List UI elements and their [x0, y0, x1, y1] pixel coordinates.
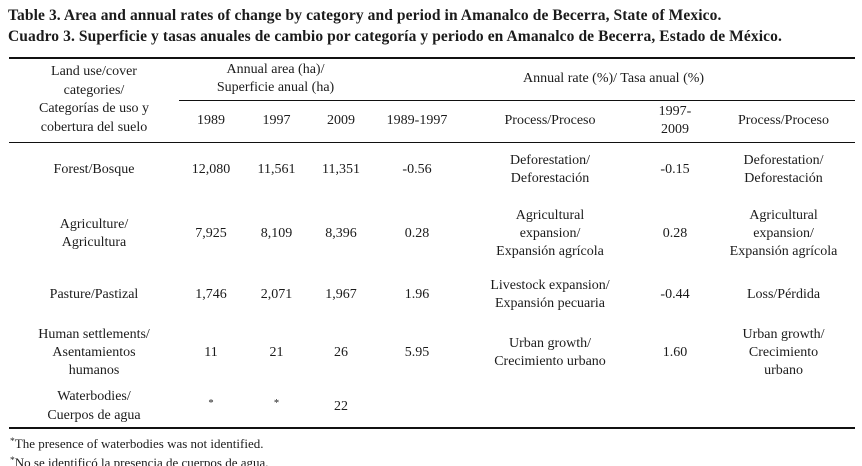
cell-process-1: Deforestation/ Deforestación [509, 153, 591, 187]
cell-area-1989: 11 [204, 345, 218, 361]
cell-process-2 [712, 386, 855, 428]
cell-category: Waterbodies/ Cuerpos de agua [47, 389, 141, 423]
footnote-asterisk: * [208, 397, 214, 409]
caption-english: Table 3. Area and annual rates of change… [8, 7, 722, 24]
cell-process-2: Loss/Pérdida [746, 287, 821, 303]
cell-area-2009: 26 [334, 345, 348, 361]
cell-rate-1997-2009: 0.28 [662, 226, 688, 242]
cell-category: Forest/Bosque [53, 162, 135, 178]
cell-process-2: Agricultural expansion/ Expansión agríco… [729, 207, 838, 260]
footnote-asterisk: * [273, 397, 280, 409]
cell-process-1: Urban growth/ Crecimiento urbano [494, 335, 606, 370]
cell-process-2: Deforestation/ Deforestación [743, 153, 824, 187]
footnote-asterisk: * [10, 455, 15, 466]
footnote-text: No se identificó la presencia de cuerpos… [14, 454, 269, 466]
cell-area-1997: 21 [269, 345, 284, 361]
cell-rate-1989-1997 [372, 386, 462, 428]
header-period-1997-2009: 1997- 2009 [638, 100, 713, 143]
footnote-text: The presence of waterbodies was not iden… [14, 436, 264, 452]
cell-rate-1989-1997: 0.28 [404, 226, 430, 242]
footnote-asterisk: * [10, 437, 15, 448]
header-sub-row: 1989 1997 2009 1989-1997 Process/Proceso… [9, 100, 856, 143]
cell-rate-1989-1997: 1.96 [404, 287, 430, 303]
cell-rate-1997-2009: 1.60 [662, 345, 688, 361]
cell-category: Pasture/Pastizal [49, 287, 139, 303]
table-row-agriculture: Agriculture/ Agricultura 7,925 8,109 8,3… [9, 198, 855, 270]
cell-process-1: Livestock expansion/ Expansión pecuaria [490, 277, 610, 312]
cell-area-1997: 2,071 [260, 287, 293, 303]
cell-process-1: Agricultural expansion/ Expansión agríco… [496, 207, 604, 260]
cell-area-2009: 1,967 [325, 287, 357, 303]
cell-rate-1989-1997: 5.95 [404, 345, 430, 361]
table-row-waterbodies: Waterbodies/ Cuerpos de agua * * 22 [9, 386, 855, 428]
header-process-2: Process/Proceso [712, 100, 856, 143]
caption-spanish: Cuadro 3. Superficie y tasas anuales de … [8, 28, 782, 46]
header-period-1989-1997: 1989-1997 [372, 100, 463, 143]
cell-category: Agriculture/ Agricultura [59, 216, 129, 251]
table-row-human-settlements: Human settlements/ Asentamientos humanos… [9, 320, 855, 386]
cell-rate-1989-1997: -0.56 [402, 162, 432, 178]
cell-area-1997: 11,561 [257, 162, 296, 178]
footnote-english: *The presence of waterbodies was not ide… [10, 435, 862, 453]
cell-area-1989: 7,925 [195, 226, 227, 242]
cell-area-2009: 22 [334, 398, 348, 414]
cell-area-1989: * [179, 386, 243, 428]
cell-area-1989: 12,080 [191, 162, 231, 178]
cell-rate-1997-2009 [638, 386, 712, 428]
cell-rate-1997-2009: -0.44 [660, 287, 690, 303]
header-process-1: Process/Proceso [462, 100, 639, 143]
cell-process-2: Urban growth/ Crecimiento urbano [742, 326, 825, 379]
footnotes: *The presence of waterbodies was not ide… [10, 435, 862, 466]
cell-area-2009: 8,396 [325, 226, 357, 242]
table-row-pasture: Pasture/Pastizal 1,746 2,071 1,967 1.96 … [9, 270, 855, 320]
cell-area-1997: 8,109 [260, 226, 293, 242]
land-use-change-table: Land use/cover categories/ Categorías de… [9, 56, 856, 430]
header-year-1997: 1997 [243, 100, 310, 143]
table-row-forest: Forest/Bosque 12,080 11,561 11,351 -0.56… [9, 142, 855, 198]
header-land-use-categories: Land use/cover categories/ Categorías de… [9, 57, 179, 143]
cell-area-1989: 1,746 [195, 287, 227, 303]
cell-process-1 [462, 386, 638, 428]
header-annual-area-group: Annual area (ha)/ Superficie anual (ha) [179, 57, 373, 101]
header-year-2009: 2009 [310, 100, 373, 143]
cell-area-1997: * [243, 386, 310, 428]
table-caption: Table 3. Area and annual rates of change… [8, 5, 862, 48]
footnote-spanish: *No se identificó la presencia de cuerpo… [10, 454, 862, 466]
cell-rate-1997-2009: -0.15 [660, 162, 690, 178]
cell-category: Human settlements/ Asentamientos humanos [38, 326, 150, 379]
header-year-1989: 1989 [179, 100, 243, 143]
header-annual-rate-group: Annual rate (%)/ Tasa anual (%) [372, 57, 856, 101]
cell-area-2009: 11,351 [322, 162, 360, 178]
header-group-row: Land use/cover categories/ Categorías de… [9, 57, 856, 143]
paper-table-page: Table 3. Area and annual rates of change… [0, 5, 862, 466]
